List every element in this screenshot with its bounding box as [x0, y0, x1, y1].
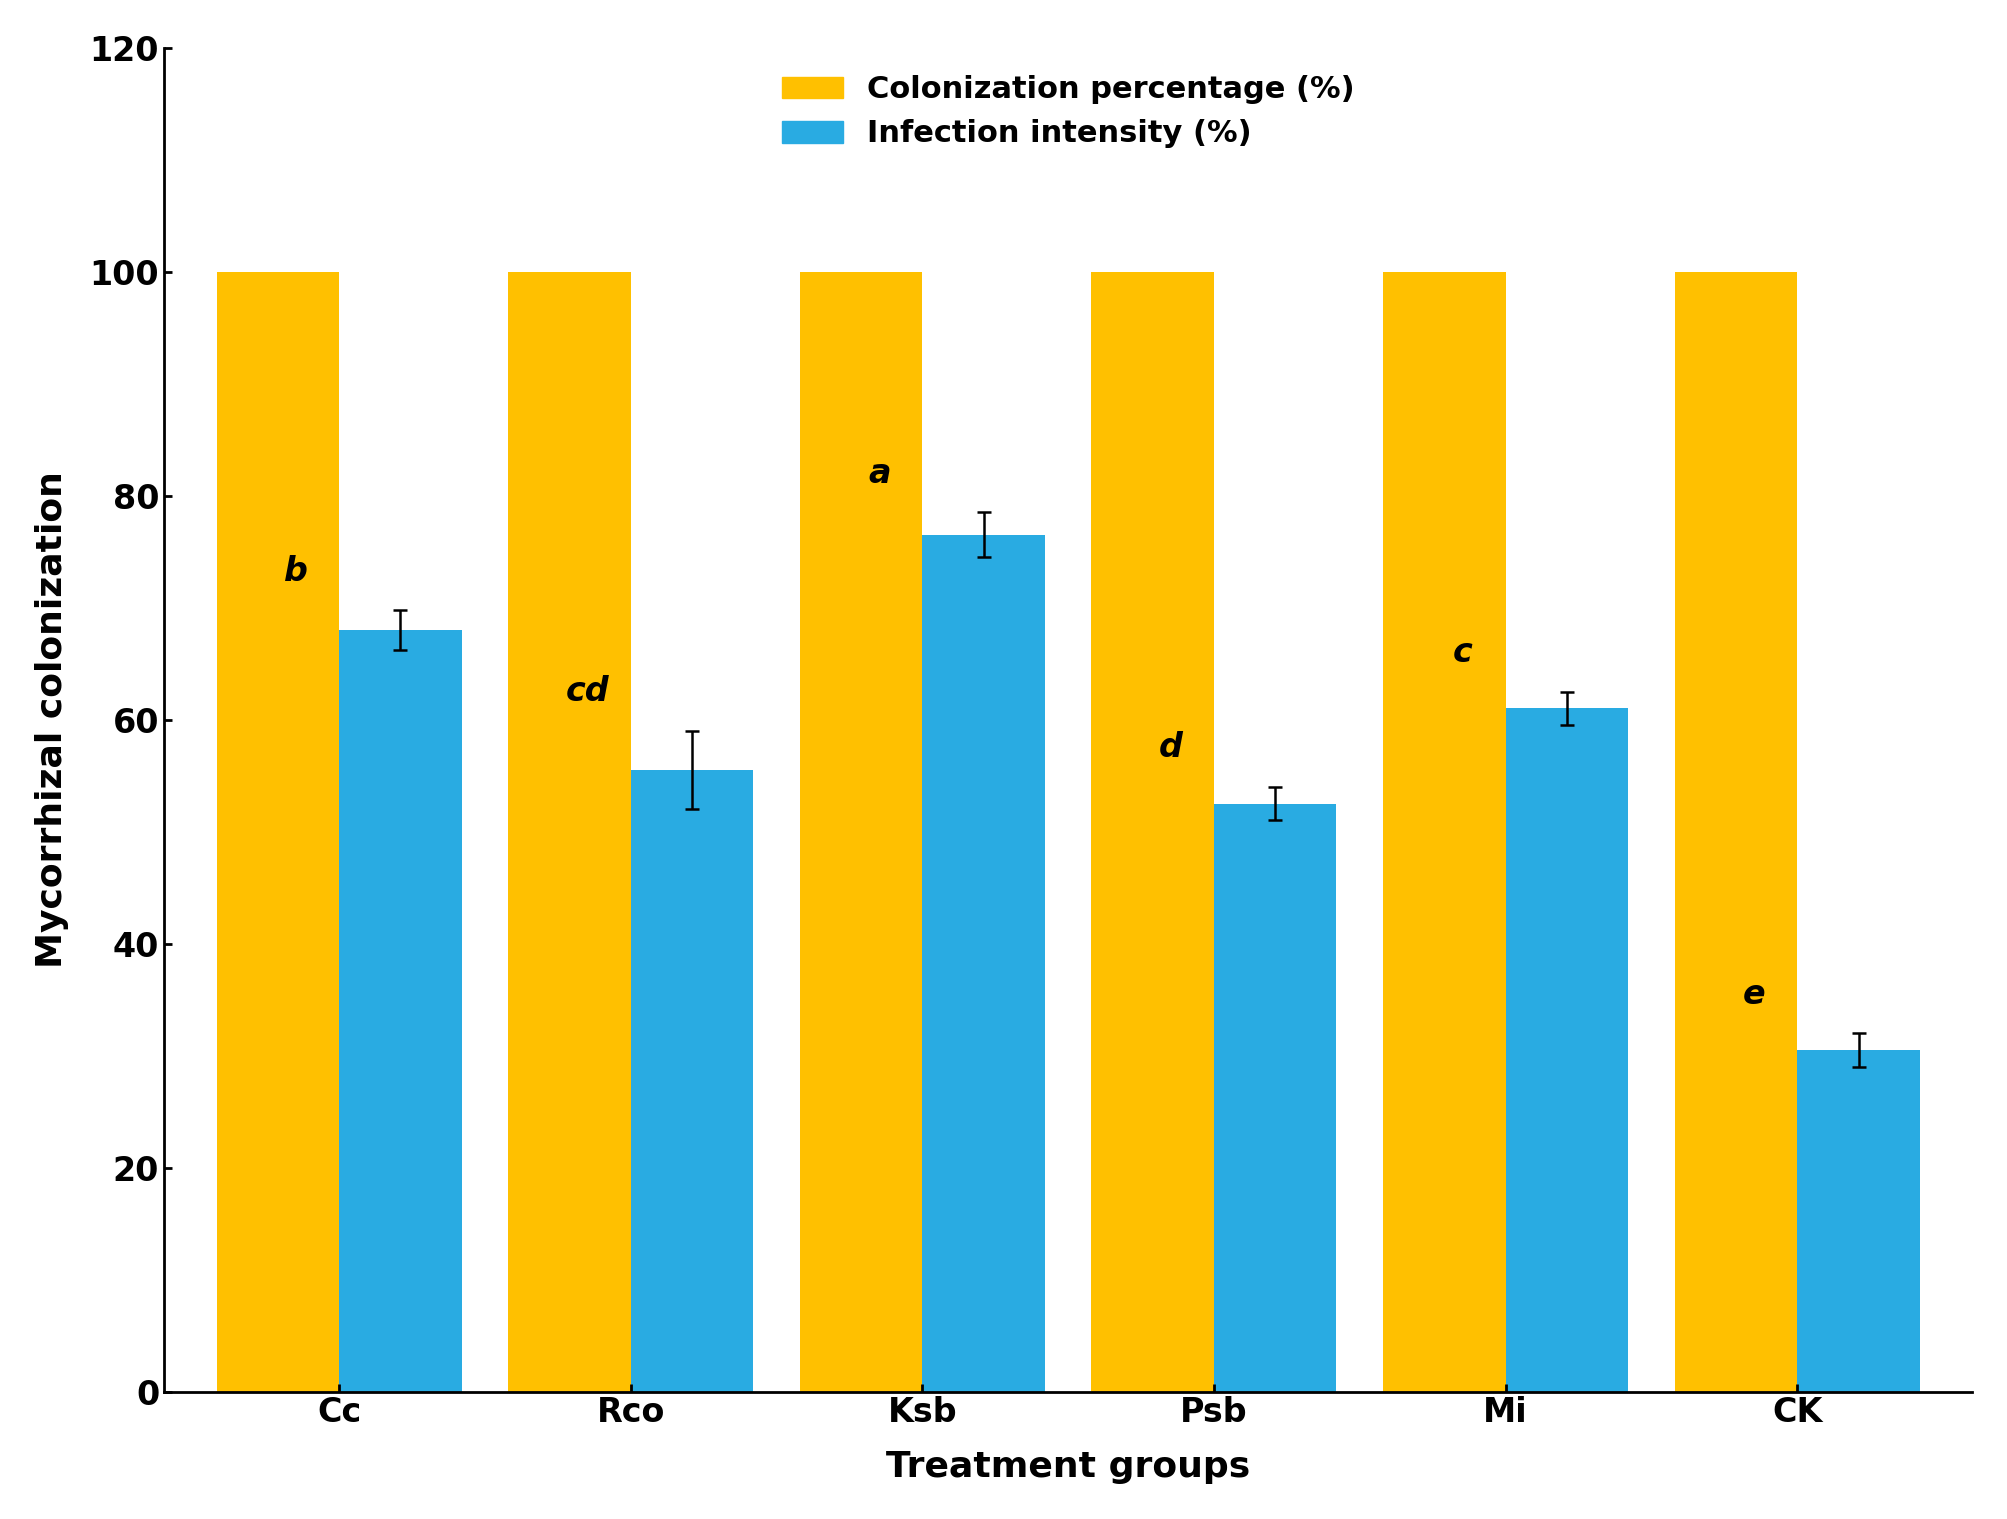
Bar — [801, 272, 923, 1391]
Text: a: a — [869, 457, 891, 491]
Bar — [1214, 804, 1337, 1391]
Bar — [1674, 272, 1798, 1391]
Bar — [1798, 1050, 1921, 1391]
Bar — [1505, 708, 1628, 1391]
Text: e: e — [1744, 978, 1766, 1010]
Text: c: c — [1453, 636, 1473, 670]
Bar — [1383, 272, 1505, 1391]
Bar — [339, 630, 462, 1391]
Bar — [508, 272, 630, 1391]
Bar — [630, 770, 753, 1391]
Text: d: d — [1160, 732, 1182, 764]
X-axis label: Treatment groups: Treatment groups — [885, 1451, 1250, 1484]
Y-axis label: Mycorrhizal colonization: Mycorrhizal colonization — [34, 471, 68, 968]
Text: b: b — [285, 554, 309, 588]
Text: cd: cd — [566, 676, 610, 708]
Legend: Colonization percentage (%), Infection intensity (%): Colonization percentage (%), Infection i… — [769, 62, 1367, 161]
Bar — [923, 535, 1046, 1391]
Bar — [1092, 272, 1214, 1391]
Bar — [217, 272, 339, 1391]
